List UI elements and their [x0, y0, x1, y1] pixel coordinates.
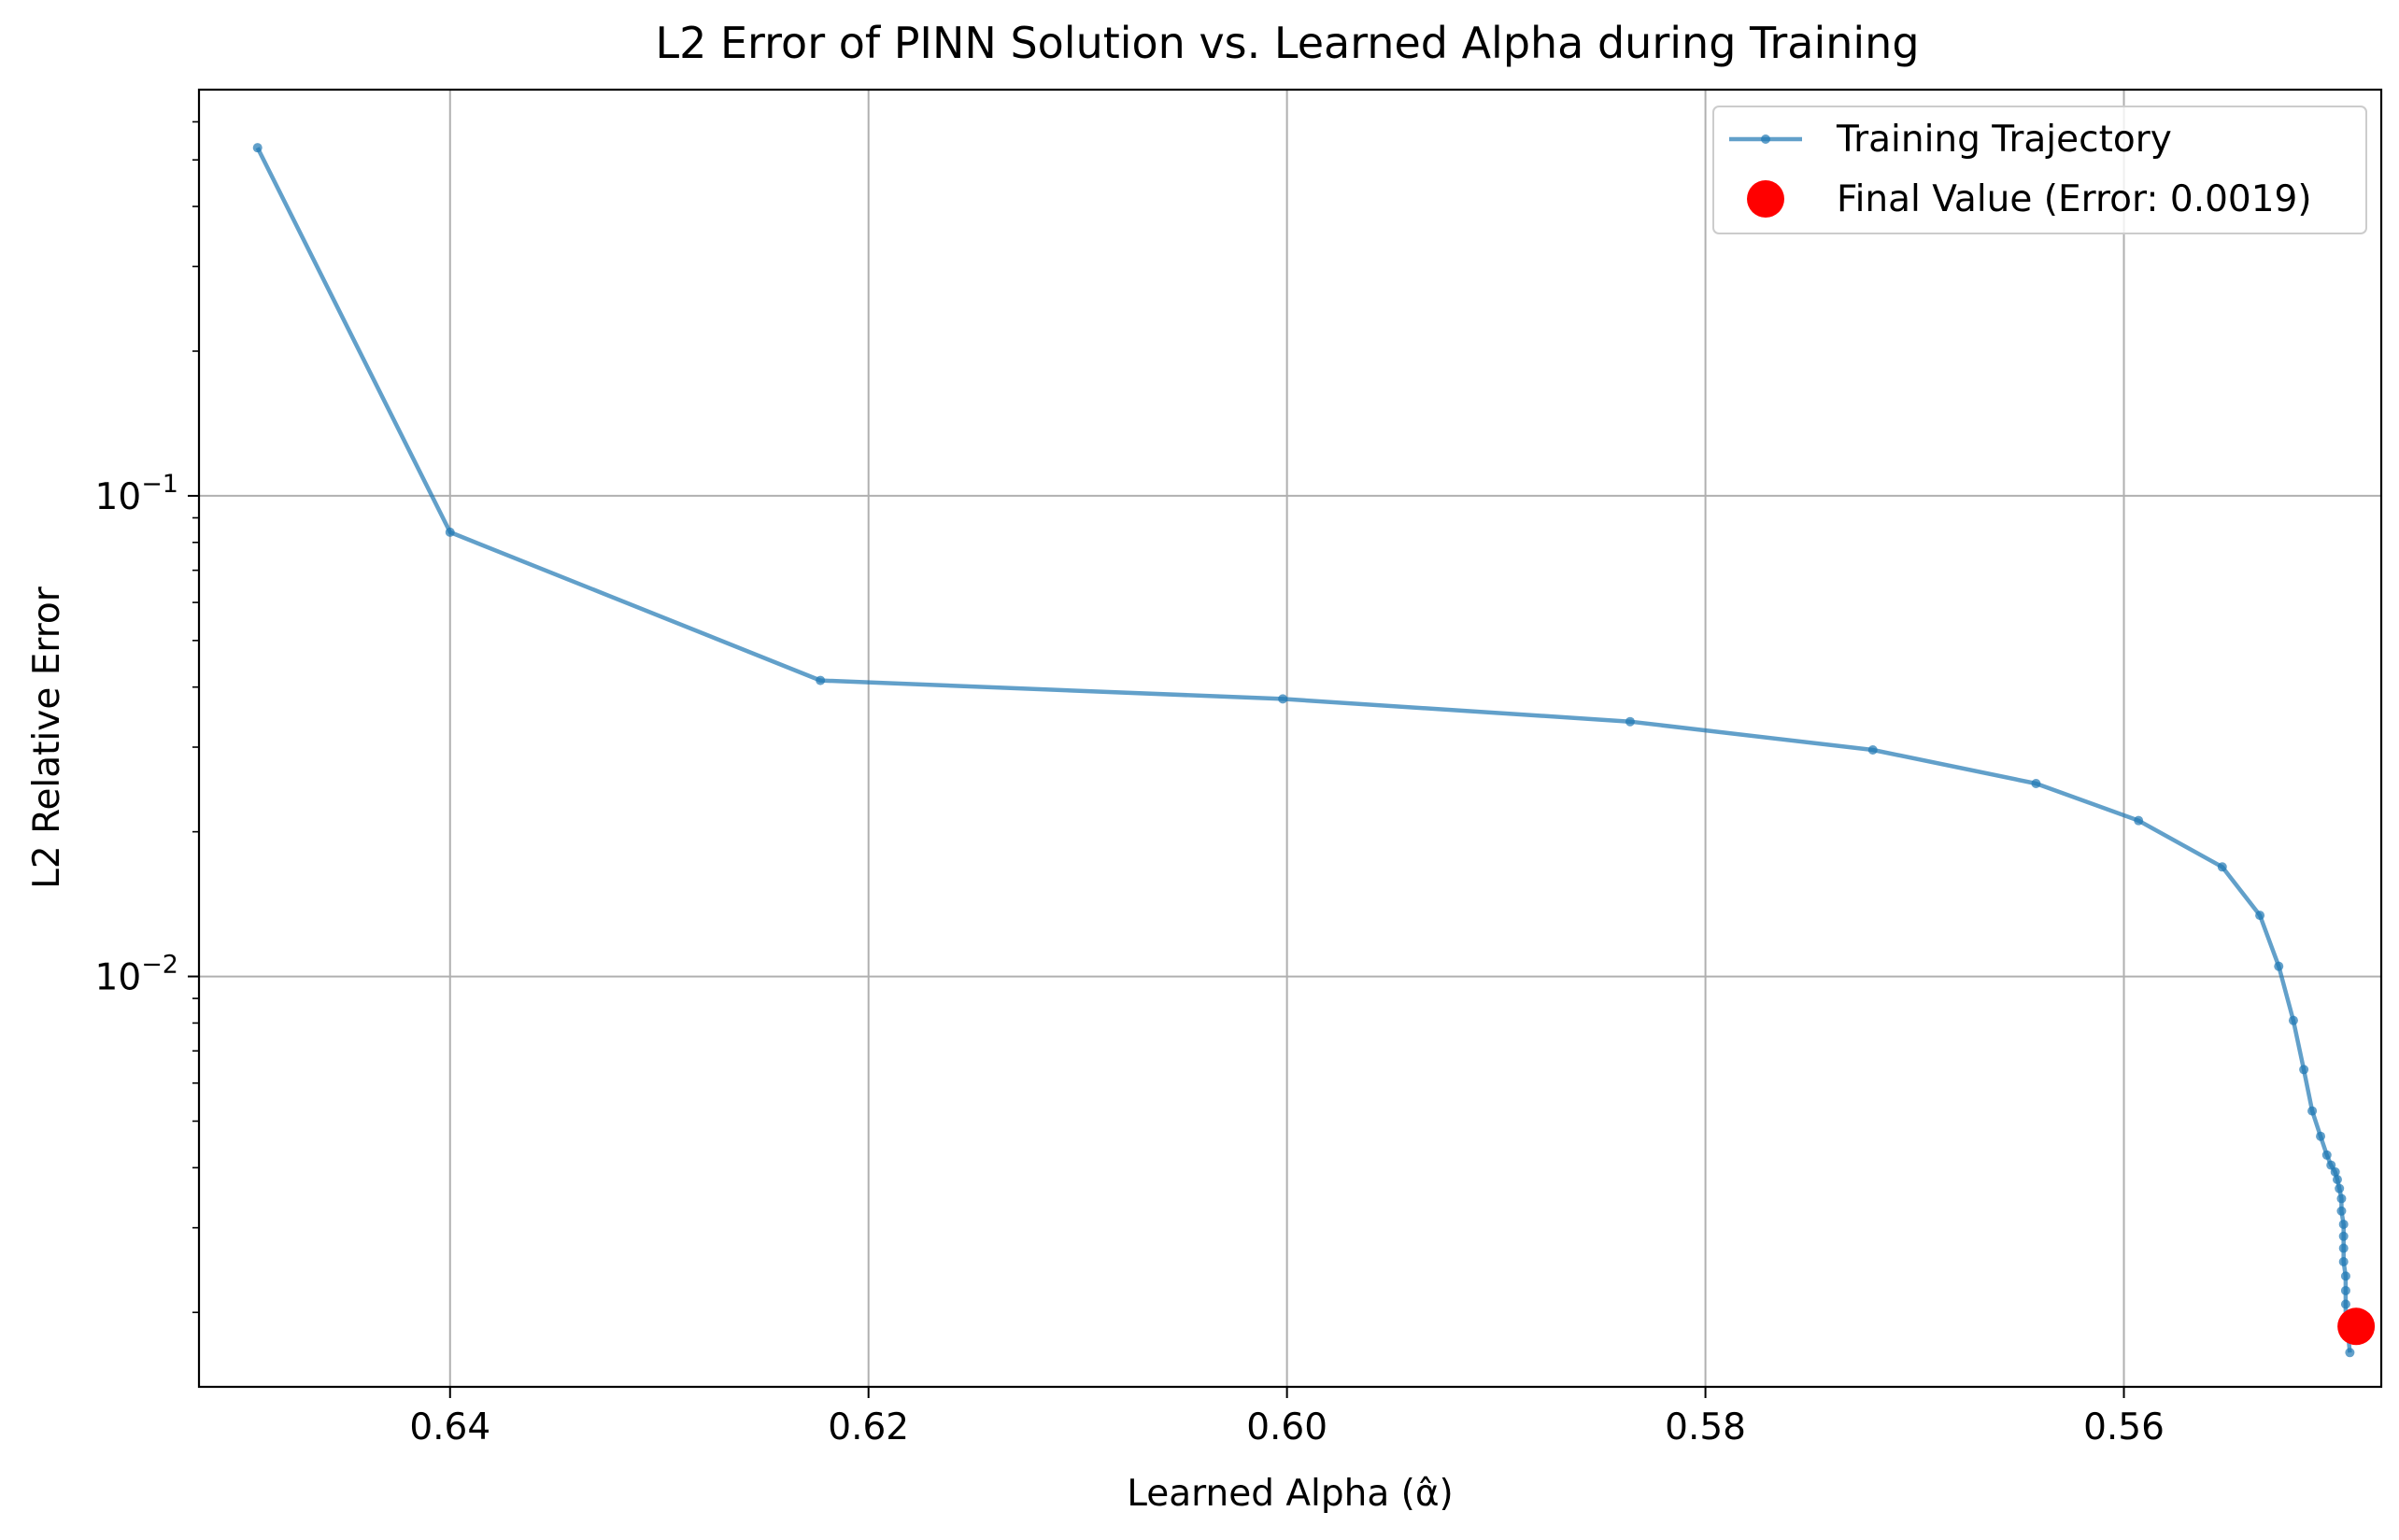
legend-item-training-trajectory: Training Trajectory	[1729, 119, 2172, 161]
trajectory-point	[2340, 1271, 2350, 1281]
trajectory-point	[2340, 1299, 2350, 1309]
legend-label-final-value: Final Value (Error: 0.0019)	[1837, 178, 2312, 220]
trajectory-point	[2338, 1219, 2349, 1229]
chart-title: L2 Error of PINN Solution vs. Learned Al…	[655, 18, 1919, 68]
x-tick-label: 0.56	[2083, 1406, 2165, 1448]
legend-point-marker	[1761, 134, 1770, 144]
x-tick-label: 0.60	[1246, 1406, 1327, 1448]
trajectory-point	[2031, 778, 2041, 788]
trajectory-point	[2288, 1015, 2298, 1025]
trajectory-point	[252, 143, 263, 153]
trajectory-point	[1867, 745, 1878, 756]
legend-final-marker	[1747, 180, 1784, 218]
trajectory-point	[2307, 1106, 2318, 1116]
x-tick-label: 0.58	[1665, 1406, 1746, 1448]
legend: Training Trajectory Final Value (Error: …	[1712, 106, 2367, 234]
legend-box	[1712, 106, 2367, 234]
trajectory-point	[2340, 1285, 2350, 1295]
y-tick-label-exponent: −1	[141, 470, 178, 499]
series-layer	[252, 143, 2376, 1358]
trajectory-point	[2338, 1256, 2349, 1266]
trajectory-point	[2330, 1166, 2340, 1177]
trajectory-point	[2326, 1160, 2336, 1170]
trajectory-point	[2134, 815, 2144, 826]
trajectory-point	[2336, 1206, 2347, 1216]
y-tick-label-exponent: −2	[141, 951, 178, 980]
trajectory-point	[2338, 1231, 2349, 1241]
trajectory-point	[2338, 1243, 2349, 1253]
trajectory-point	[2217, 862, 2227, 872]
trajectory-point	[2321, 1150, 2332, 1160]
x-tick-label: 0.64	[409, 1406, 490, 1448]
trajectory-point	[2332, 1175, 2342, 1185]
trajectory-point	[2255, 911, 2265, 921]
gridlines	[199, 90, 2381, 1387]
trajectory-point	[816, 675, 826, 685]
trajectory-point	[2345, 1348, 2355, 1358]
legend-item-final-value: Final Value (Error: 0.0019)	[1747, 178, 2312, 220]
trajectory-point	[2335, 1183, 2345, 1194]
x-tick-label: 0.62	[828, 1406, 909, 1448]
trajectory-point	[445, 527, 455, 537]
legend-label-training-trajectory: Training Trajectory	[1836, 119, 2172, 161]
trajectory-point	[2336, 1194, 2347, 1204]
plot-area-frame	[197, 88, 2383, 1389]
trajectory-point	[1625, 716, 1635, 727]
x-axis-label: Learned Alpha (α̂)	[1127, 1473, 1454, 1515]
final-value-marker	[2337, 1307, 2376, 1346]
trajectory-point	[2299, 1065, 2309, 1075]
y-tick-label: 10−1	[95, 470, 178, 518]
trajectory-point	[2274, 961, 2284, 971]
trajectory-point	[1278, 694, 1288, 704]
y-axis-label: L2 Relative Error	[26, 586, 68, 889]
trajectory-point	[2316, 1131, 2326, 1141]
